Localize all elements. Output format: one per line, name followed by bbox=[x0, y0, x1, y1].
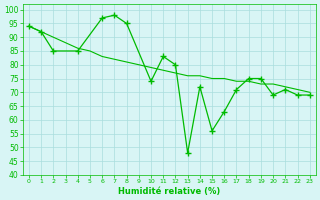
X-axis label: Humidité relative (%): Humidité relative (%) bbox=[118, 187, 220, 196]
